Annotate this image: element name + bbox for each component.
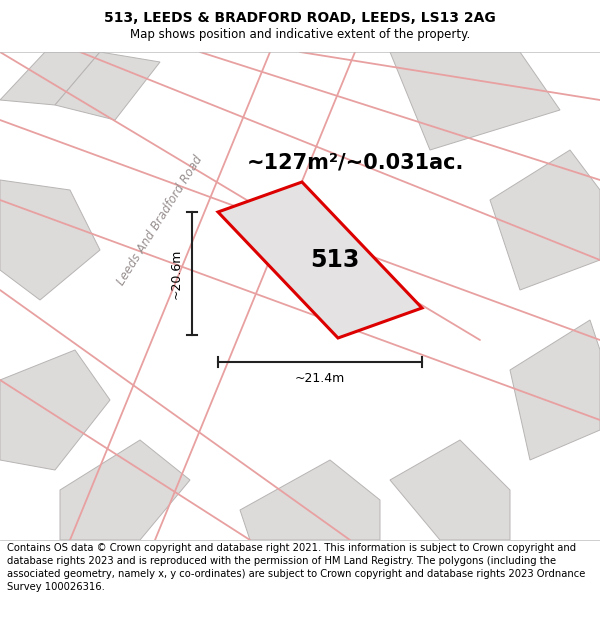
Polygon shape [490,150,600,290]
Text: Map shows position and indicative extent of the property.: Map shows position and indicative extent… [130,28,470,41]
Text: 513, LEEDS & BRADFORD ROAD, LEEDS, LS13 2AG: 513, LEEDS & BRADFORD ROAD, LEEDS, LS13 … [104,11,496,26]
Polygon shape [60,440,190,540]
Text: ~21.4m: ~21.4m [295,372,345,386]
Polygon shape [0,52,100,105]
Text: ~20.6m: ~20.6m [170,248,182,299]
Polygon shape [55,52,160,120]
Polygon shape [0,350,110,470]
Polygon shape [0,180,100,300]
Text: Contains OS data © Crown copyright and database right 2021. This information is : Contains OS data © Crown copyright and d… [7,542,586,592]
Polygon shape [390,52,560,150]
Text: ~127m²/~0.031ac.: ~127m²/~0.031ac. [247,152,464,172]
Text: 513: 513 [310,248,359,272]
Polygon shape [390,440,510,540]
Polygon shape [510,320,600,460]
Text: Leeds And Bradford Road: Leeds And Bradford Road [115,152,205,288]
Polygon shape [240,460,380,540]
Polygon shape [218,182,422,338]
